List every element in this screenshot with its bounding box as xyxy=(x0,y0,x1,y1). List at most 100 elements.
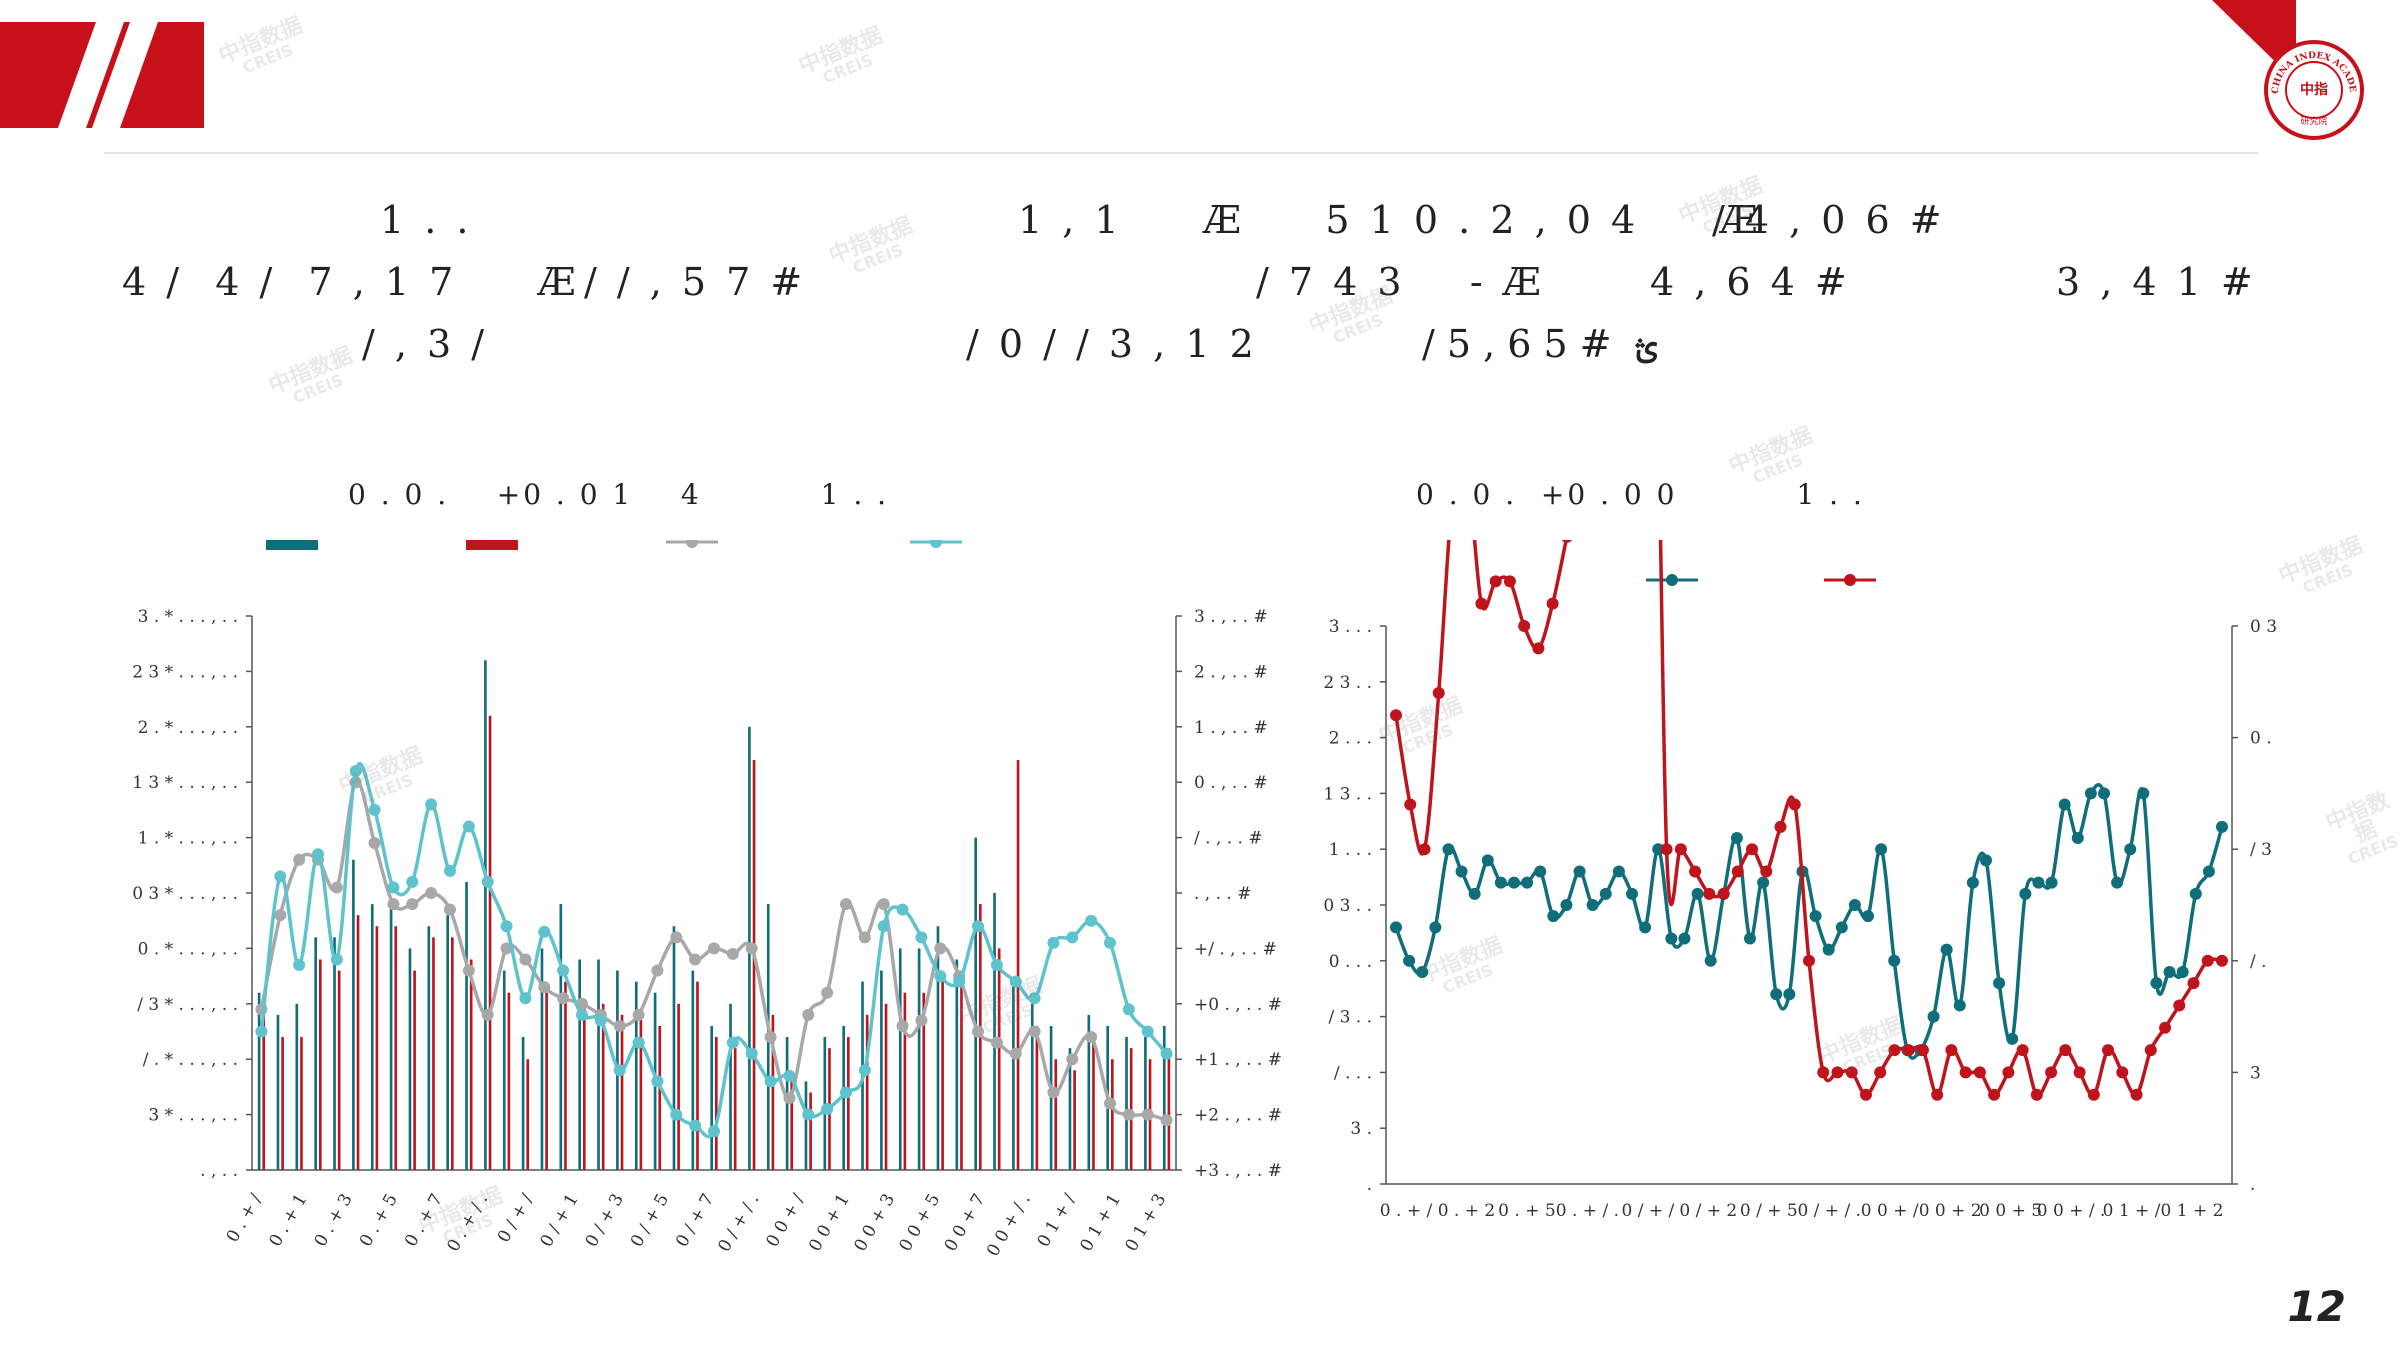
line-point xyxy=(1160,1047,1173,1060)
line-point xyxy=(1959,1066,1972,1079)
line-point xyxy=(1916,1044,1929,1057)
line-point xyxy=(349,765,362,778)
right-chart-title: 0 . 0 . +0 . 0 0 1 . . xyxy=(1416,478,1865,511)
line-point xyxy=(444,864,456,877)
right-y-tick-label: / 3 xyxy=(2250,840,2272,860)
line-point xyxy=(2058,798,2071,811)
line-point xyxy=(802,1008,815,1021)
bar-series-2 xyxy=(300,1037,303,1170)
x-tick-label: 0 / + / xyxy=(1621,1201,1674,1221)
line-point xyxy=(1704,954,1717,967)
line-point xyxy=(2102,1044,2115,1057)
bar-series-1 xyxy=(484,660,487,1170)
header-brand-mark xyxy=(0,0,2296,154)
line-point xyxy=(1746,843,1759,856)
line-point xyxy=(519,992,532,1005)
x-tick-label: 0 1 + 2 xyxy=(2161,1201,2224,1221)
left-y-tick-label: 2 3 . . xyxy=(1323,673,1372,693)
bar-series-1 xyxy=(333,937,336,1170)
x-tick-label: 0 0 + / . xyxy=(2037,1201,2106,1221)
line-point xyxy=(1475,597,1488,610)
x-tick-label: 0 . + / xyxy=(223,1190,267,1246)
line-point xyxy=(1141,1108,1154,1121)
right-y-tick-label: +0 . , . . # xyxy=(1194,995,1282,1015)
bar-series-1 xyxy=(955,959,959,1170)
line-point xyxy=(613,1019,626,1032)
line-point xyxy=(877,920,890,933)
line-point xyxy=(1788,798,1801,811)
line-point xyxy=(2130,1088,2143,1101)
bar-series-2 xyxy=(677,1003,680,1170)
line-point xyxy=(877,898,890,911)
bar-series-2 xyxy=(526,1059,530,1170)
line-point xyxy=(783,1091,796,1104)
line-point xyxy=(2098,787,2110,800)
line-point xyxy=(1404,798,1417,811)
bar-series-2 xyxy=(1129,1048,1133,1170)
line-point xyxy=(406,875,419,888)
line-point xyxy=(2059,1044,2072,1057)
line-point xyxy=(1122,1003,1135,1016)
x-tick-label: 0 1 + / xyxy=(2103,1201,2161,1221)
line-point xyxy=(1481,854,1494,867)
x-tick-label: 0 0 + 3 xyxy=(850,1191,899,1255)
line-point xyxy=(1468,887,1481,900)
bar-series-1 xyxy=(1162,1025,1166,1170)
bar-series-2 xyxy=(1054,1059,1058,1170)
left-y-tick-label: 1 . . . xyxy=(1329,840,1372,860)
line-point xyxy=(802,1108,815,1121)
line-point xyxy=(708,942,720,955)
academy-logo: CHINA INDEX ACADEMY 中指 研究院 xyxy=(2257,31,2366,142)
line-point xyxy=(2201,954,2214,967)
legend-marker xyxy=(1666,574,1678,586)
line-point xyxy=(1953,999,1966,1012)
line-point xyxy=(444,903,456,916)
line-point xyxy=(1831,1066,1844,1079)
left-y-tick-label: 1 . * . . . , . . xyxy=(138,829,238,849)
line-point xyxy=(726,947,739,960)
bar-series-2 xyxy=(1016,760,1020,1170)
line-point xyxy=(1678,932,1691,945)
bar-series-2 xyxy=(281,1037,284,1170)
line-point xyxy=(1945,1044,1958,1057)
line-point xyxy=(1047,1086,1060,1099)
bar-series-1 xyxy=(540,948,544,1170)
bar-series-1 xyxy=(408,948,412,1170)
line-point xyxy=(1660,843,1673,856)
line-point xyxy=(462,820,475,833)
line-point xyxy=(821,986,834,999)
bar-series-1 xyxy=(257,992,261,1170)
line-point xyxy=(1874,1066,1887,1079)
bar-series-1 xyxy=(578,959,581,1170)
line-point xyxy=(481,1008,494,1021)
line-point xyxy=(1028,1025,1041,1038)
bar-series-2 xyxy=(922,992,926,1170)
line-point xyxy=(972,920,984,933)
bar-series-1 xyxy=(465,881,468,1170)
line-point xyxy=(1744,932,1756,945)
bar-series-2 xyxy=(1035,1025,1039,1170)
x-tick-label: 0 1 + 3 xyxy=(1122,1191,1171,1255)
right-y-tick-label: / . , . . # xyxy=(1194,829,1263,849)
body-text-segment: / , 3 / xyxy=(362,322,489,366)
line-point xyxy=(2006,1032,2019,1045)
left-y-tick-label: / 3 . . xyxy=(1328,1008,1372,1028)
body-text-segment: / 5 , 6 5 # ؿ xyxy=(1422,322,1659,366)
line-point xyxy=(783,1069,796,1082)
line-point xyxy=(1122,1108,1135,1121)
left-chart-title: 0 . 0 . +0 . 0 1 4 1 . . xyxy=(348,478,890,511)
bar-series-1 xyxy=(993,893,996,1170)
line-point xyxy=(689,1119,702,1132)
line-point xyxy=(2159,1021,2172,1034)
line-point xyxy=(1416,965,1429,978)
line-point xyxy=(1717,887,1730,900)
line-point xyxy=(312,848,324,861)
x-tick-label: 0 . + 3 xyxy=(311,1191,357,1251)
line-point xyxy=(425,798,438,811)
line-point xyxy=(1931,1088,1944,1101)
left-y-tick-label: 0 . * . . . , . . xyxy=(138,939,238,959)
left-y-tick-label: 3 * . . . , . . xyxy=(148,1106,238,1126)
line-point xyxy=(1521,876,1534,889)
line-point xyxy=(651,1075,664,1088)
left-y-tick-label: / . * . . . , . . xyxy=(143,1050,238,1070)
